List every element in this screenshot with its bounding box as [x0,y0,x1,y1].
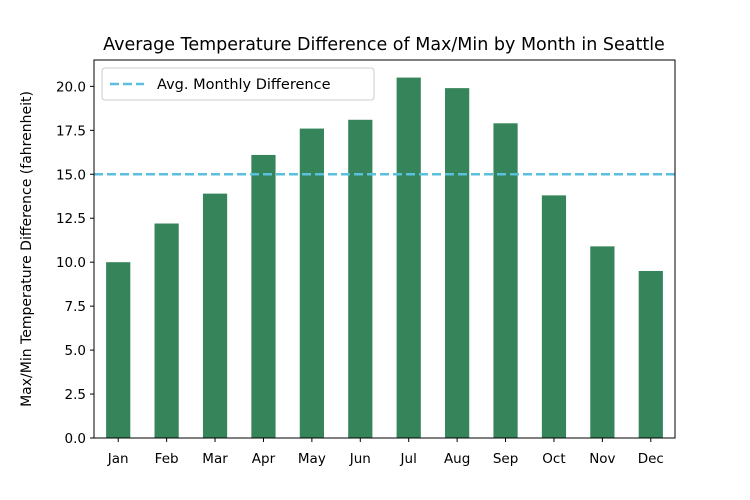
y-tick-label: 7.5 [65,299,86,315]
x-tick-label: Jun [349,451,371,467]
x-tick-label: Mar [202,451,228,467]
bar-oct [541,195,567,438]
x-tick-label: Feb [155,451,179,467]
y-tick-label: 17.5 [56,123,86,139]
x-tick-label: Oct [542,451,565,467]
y-tick-label: 12.5 [56,211,86,227]
x-tick-label: Dec [638,451,664,467]
bar-jan [106,262,131,438]
x-tick-label: Apr [252,451,276,467]
bar-sep [493,123,518,438]
chart-title: Average Temperature Difference of Max/Mi… [103,35,665,55]
bar-apr [251,154,276,438]
bar-may [299,128,324,438]
bars-group [106,77,663,438]
y-tick-label: 0.0 [65,431,86,447]
x-tick-label: Jul [400,451,417,467]
y-tick-label: 5.0 [65,343,86,359]
bar-dec [638,270,663,438]
legend: Avg. Monthly Difference [101,67,375,101]
bar-mar [202,193,228,438]
y-tick-label: 15.0 [56,167,86,183]
y-tick-label: 2.5 [65,387,86,403]
legend-box [101,67,375,101]
legend-label: Avg. Monthly Difference [157,77,331,93]
x-tick-label: May [298,451,326,467]
x-axis: Jan Feb Mar Apr May Jun Jul Aug Sep Oct Nov Dec [107,438,664,467]
bar-jun [348,119,373,438]
x-tick-label: Sep [493,451,518,467]
bar-jul [396,77,421,438]
bar-aug [445,88,470,438]
x-tick-label: Aug [444,451,470,467]
y-tick-label: 20.0 [56,79,86,95]
y-tick-label: 10.0 [56,255,86,271]
plot-frame [93,59,676,439]
bar-nov [590,246,615,438]
x-tick-label: Nov [589,451,615,467]
y-axis-label: Max/Min Temperature Difference (fahrenhe… [19,91,35,407]
x-tick-label: Jan [107,451,129,467]
y-axis: 0.0 2.5 5.0 7.5 10.0 12.5 15.0 17.5 20.0 [56,79,94,447]
bar-feb [154,223,179,438]
